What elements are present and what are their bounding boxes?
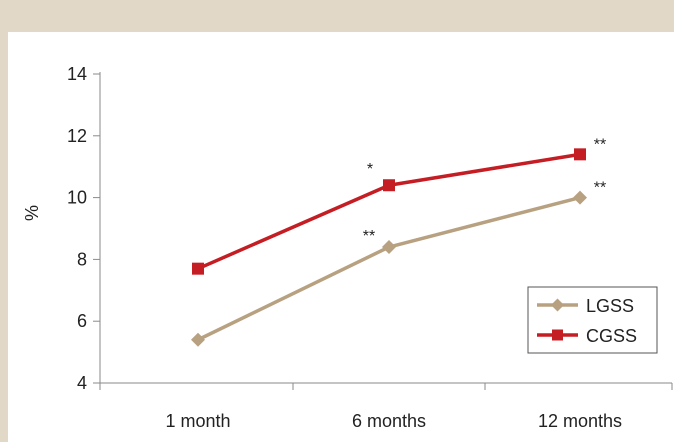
series-cgss: *** [192,136,606,275]
data-point [574,148,586,161]
y-axis-label: % [22,205,42,221]
series-line-lgss [197,195,581,342]
x-tick-label: 1 month [165,411,230,431]
y-tick-label: 14 [67,64,87,84]
y-tick-label: 12 [67,126,87,146]
legend-label: LGSS [586,296,634,316]
chart-panel [8,32,674,442]
legend-swatch-marker [551,298,564,312]
data-point [382,240,396,255]
data-point [191,332,205,347]
y-tick-label: 8 [77,249,87,269]
series-lgss: ** ** [191,180,606,347]
significance-annotation: ** [363,228,375,245]
x-tick-label: 6 months [352,411,426,431]
y-tick-label: 6 [77,311,87,331]
data-point [383,179,395,192]
significance-annotation: ** [594,180,606,197]
legend-label: CGSS [586,326,637,346]
x-tick-label: 12 months [538,411,622,431]
chart-axes: 4 6 8 10 12 14 1 month 6 months 12 months [67,64,673,431]
significance-annotation: ** [594,136,606,153]
chart-legend: LGSS CGSS [527,286,658,354]
legend-swatch-marker [552,329,563,341]
significance-annotation: * [367,161,373,178]
legend-box [527,286,658,354]
data-point [192,262,204,275]
series-layer: ******* [191,136,606,347]
y-tick-label: 4 [77,373,87,393]
data-point [573,190,587,205]
y-tick-label: 10 [67,188,87,208]
